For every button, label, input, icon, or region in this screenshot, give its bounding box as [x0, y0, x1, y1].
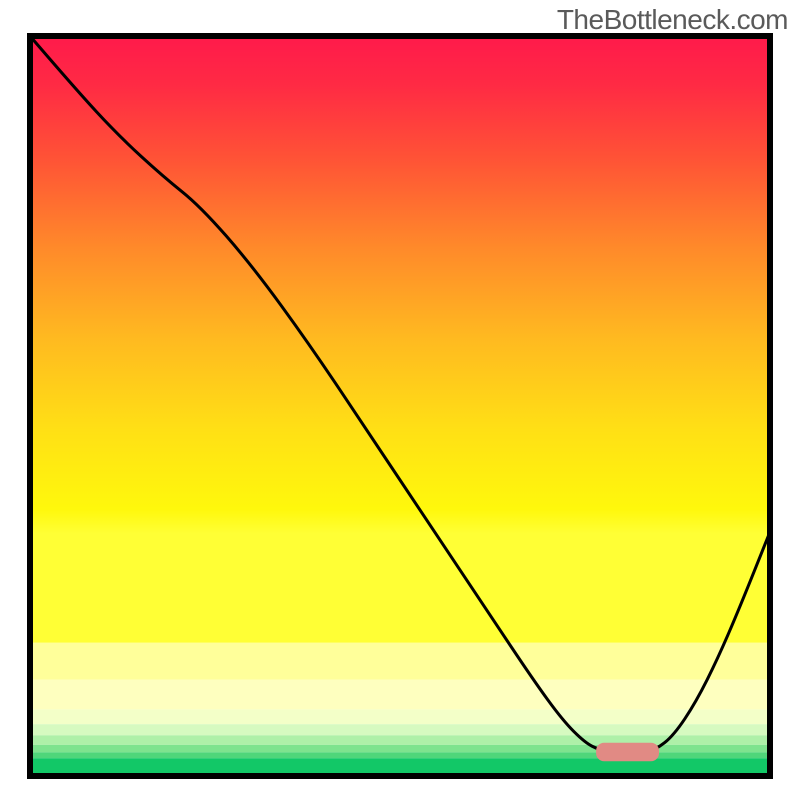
chart-svg: [0, 0, 800, 800]
optimal-marker: [596, 743, 659, 762]
chart-background: [30, 36, 770, 643]
lower-bands: [30, 643, 770, 776]
watermark-text: TheBottleneck.com: [557, 4, 788, 36]
